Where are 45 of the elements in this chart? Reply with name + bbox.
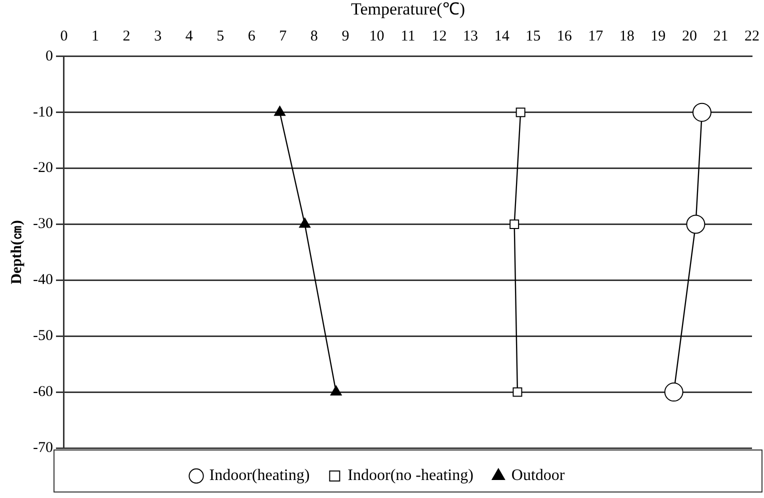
y-tick-label: -60 bbox=[32, 384, 53, 400]
x-tick-label: 17 bbox=[588, 28, 604, 44]
point bbox=[299, 218, 310, 228]
x-tick-label: 1 bbox=[92, 28, 100, 44]
x-tick-label: 15 bbox=[526, 28, 541, 44]
x-tick-label: 6 bbox=[248, 28, 256, 44]
x-tick-label: 12 bbox=[432, 28, 447, 44]
x-tick-label: 5 bbox=[216, 28, 224, 44]
x-tick-label: 2 bbox=[122, 28, 130, 44]
y-tick-label: -70 bbox=[32, 440, 53, 456]
point bbox=[516, 108, 526, 118]
y-axis-title: Depth(㎝) bbox=[8, 220, 25, 284]
x-tick-label: 21 bbox=[713, 28, 728, 44]
legend-label: Outdoor bbox=[511, 467, 566, 484]
legend-label: Indoor(heating) bbox=[209, 467, 310, 484]
x-tick-label: 14 bbox=[494, 28, 510, 44]
point bbox=[686, 214, 706, 234]
y-tick-label: -20 bbox=[32, 160, 53, 176]
x-tick-label: 13 bbox=[463, 28, 478, 44]
y-tick-label: -40 bbox=[32, 272, 53, 288]
y-tick-label: -50 bbox=[32, 328, 53, 344]
x-tick-label: 10 bbox=[369, 28, 384, 44]
point bbox=[274, 106, 286, 116]
y-tick-label: -30 bbox=[32, 216, 53, 232]
x-tick-label: 4 bbox=[185, 28, 194, 44]
x-tick-label: 20 bbox=[682, 28, 697, 44]
y-tick-label: -10 bbox=[32, 104, 53, 120]
x-tick-label: 16 bbox=[556, 28, 572, 44]
chart-title: Temperature(℃) bbox=[351, 0, 465, 19]
x-tick-label: 22 bbox=[744, 28, 760, 44]
y-tick-label: 0 bbox=[45, 48, 53, 64]
x-tick-label: 7 bbox=[279, 28, 288, 44]
legend-label: Indoor(no -heating) bbox=[348, 467, 474, 484]
x-tick-label: 3 bbox=[154, 28, 162, 44]
point bbox=[512, 387, 522, 397]
x-tick-label: 0 bbox=[60, 28, 68, 44]
point bbox=[664, 382, 684, 402]
x-tick-label: 18 bbox=[619, 28, 634, 44]
x-tick-label: 11 bbox=[400, 28, 416, 44]
x-tick-label: 8 bbox=[310, 28, 318, 44]
x-tick-label: 19 bbox=[650, 28, 666, 44]
point bbox=[330, 386, 342, 396]
x-tick-label: 9 bbox=[342, 28, 350, 44]
point bbox=[692, 102, 712, 122]
point bbox=[510, 219, 520, 229]
